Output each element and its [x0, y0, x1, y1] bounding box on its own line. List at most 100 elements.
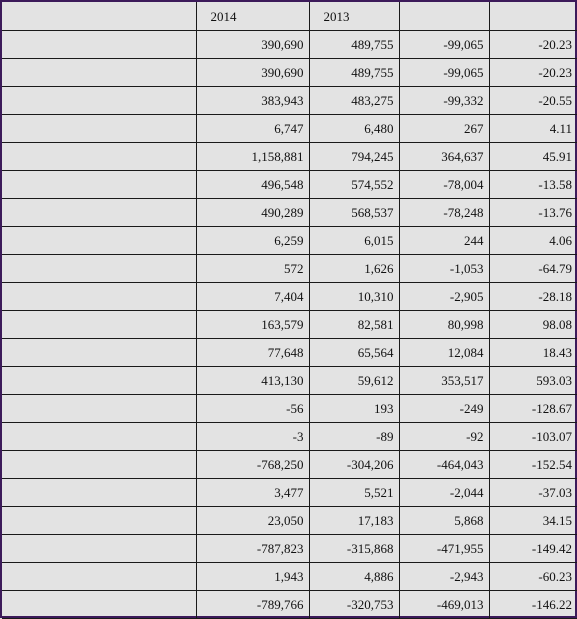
table-row: -768,250 -304,206 -464,043 -152.54 [2, 450, 577, 479]
change-cell: 244 [399, 226, 490, 255]
table-row: 23,050 17,183 5,868 34.15 [2, 506, 577, 535]
row-label-cell [2, 30, 197, 59]
row-label-cell [2, 254, 197, 283]
table-row: 163,579 82,581 80,998 98.08 [2, 310, 577, 339]
value-2013-cell: 483,275 [309, 86, 400, 115]
value-2013-cell: 193 [309, 394, 400, 423]
percent-change-cell: -149.42 [489, 534, 577, 563]
row-label-cell [2, 338, 197, 367]
value-2014-cell: -789,766 [196, 590, 310, 619]
change-cell: -1,053 [399, 254, 490, 283]
change-cell: 80,998 [399, 310, 490, 339]
value-2014-cell: 1,943 [196, 562, 310, 591]
change-cell: -99,065 [399, 58, 490, 87]
row-label-cell [2, 590, 197, 619]
percent-change-cell: 45.91 [489, 142, 577, 171]
percent-change-cell: -13.58 [489, 170, 577, 199]
value-2014-cell: 23,050 [196, 506, 310, 535]
table-row: 572 1,626 -1,053 -64.79 [2, 254, 577, 283]
value-2014-cell: -787,823 [196, 534, 310, 563]
change-cell: -2,943 [399, 562, 490, 591]
value-2014-cell: 1,158,881 [196, 142, 310, 171]
percent-change-cell: 98.08 [489, 310, 577, 339]
value-2013-cell: -304,206 [309, 450, 400, 479]
row-label-cell [2, 534, 197, 563]
value-2013-cell: 794,245 [309, 142, 400, 171]
header-cell-2014: 2014 [196, 2, 310, 31]
change-cell: -2,044 [399, 478, 490, 507]
table-row: 6,747 6,480 267 4.11 [2, 114, 577, 143]
header-cell-label [2, 2, 197, 31]
percent-change-cell: -20.55 [489, 86, 577, 115]
value-2014-cell: 496,548 [196, 170, 310, 199]
value-2014-cell: 390,690 [196, 58, 310, 87]
row-label-cell [2, 198, 197, 227]
value-2013-cell: 6,015 [309, 226, 400, 255]
change-cell: -99,332 [399, 86, 490, 115]
table-row: 3,477 5,521 -2,044 -37.03 [2, 478, 577, 507]
percent-change-cell: -13.76 [489, 198, 577, 227]
value-2013-cell: 1,626 [309, 254, 400, 283]
table-row: 390,690 489,755 -99,065 -20.23 [2, 30, 577, 59]
table-row: 490,289 568,537 -78,248 -13.76 [2, 198, 577, 227]
change-cell: 353,517 [399, 366, 490, 395]
table-row: -789,766 -320,753 -469,013 -146.22 [2, 590, 577, 619]
percent-change-cell: 593.03 [489, 366, 577, 395]
table-row: 1,158,881 794,245 364,637 45.91 [2, 142, 577, 171]
change-cell: 12,084 [399, 338, 490, 367]
value-2013-cell: 59,612 [309, 366, 400, 395]
value-2013-cell: 489,755 [309, 30, 400, 59]
value-2014-cell: 413,130 [196, 366, 310, 395]
change-cell: -469,013 [399, 590, 490, 619]
row-label-cell [2, 422, 197, 451]
value-2013-cell: 574,552 [309, 170, 400, 199]
header-cell-change [399, 2, 490, 31]
table-row: -56 193 -249 -128.67 [2, 394, 577, 423]
value-2013-cell: 10,310 [309, 282, 400, 311]
value-2014-cell: -768,250 [196, 450, 310, 479]
row-label-cell [2, 310, 197, 339]
value-2013-cell: 65,564 [309, 338, 400, 367]
table-row: 496,548 574,552 -78,004 -13.58 [2, 170, 577, 199]
table-row: 413,130 59,612 353,517 593.03 [2, 366, 577, 395]
row-label-cell [2, 170, 197, 199]
percent-change-cell: -20.23 [489, 58, 577, 87]
row-label-cell [2, 226, 197, 255]
percent-change-cell: 18.43 [489, 338, 577, 367]
row-label-cell [2, 450, 197, 479]
change-cell: -99,065 [399, 30, 490, 59]
row-label-cell [2, 142, 197, 171]
table-row: -787,823 -315,868 -471,955 -149.42 [2, 534, 577, 563]
value-2013-cell: 4,886 [309, 562, 400, 591]
value-2013-cell: 5,521 [309, 478, 400, 507]
change-cell: 5,868 [399, 506, 490, 535]
value-2014-cell: 572 [196, 254, 310, 283]
value-2013-cell: 17,183 [309, 506, 400, 535]
change-cell: -249 [399, 394, 490, 423]
row-label-cell [2, 282, 197, 311]
table-row: 77,648 65,564 12,084 18.43 [2, 338, 577, 367]
value-2014-cell: 3,477 [196, 478, 310, 507]
percent-change-cell: -60.23 [489, 562, 577, 591]
percent-change-cell: -64.79 [489, 254, 577, 283]
value-2014-cell: 163,579 [196, 310, 310, 339]
percent-change-cell: -146.22 [489, 590, 577, 619]
row-label-cell [2, 86, 197, 115]
percent-change-cell: -152.54 [489, 450, 577, 479]
value-2013-cell: 6,480 [309, 114, 400, 143]
table-row: -3 -89 -92 -103.07 [2, 422, 577, 451]
value-2014-cell: 7,404 [196, 282, 310, 311]
row-label-cell [2, 506, 197, 535]
row-label-cell [2, 58, 197, 87]
table-row: 6,259 6,015 244 4.06 [2, 226, 577, 255]
value-2014-cell: 390,690 [196, 30, 310, 59]
percent-change-cell: 34.15 [489, 506, 577, 535]
value-2014-cell: 6,747 [196, 114, 310, 143]
value-2014-cell: 77,648 [196, 338, 310, 367]
change-cell: -2,905 [399, 282, 490, 311]
value-2013-cell: -89 [309, 422, 400, 451]
value-2014-cell: 6,259 [196, 226, 310, 255]
value-2014-cell: -3 [196, 422, 310, 451]
